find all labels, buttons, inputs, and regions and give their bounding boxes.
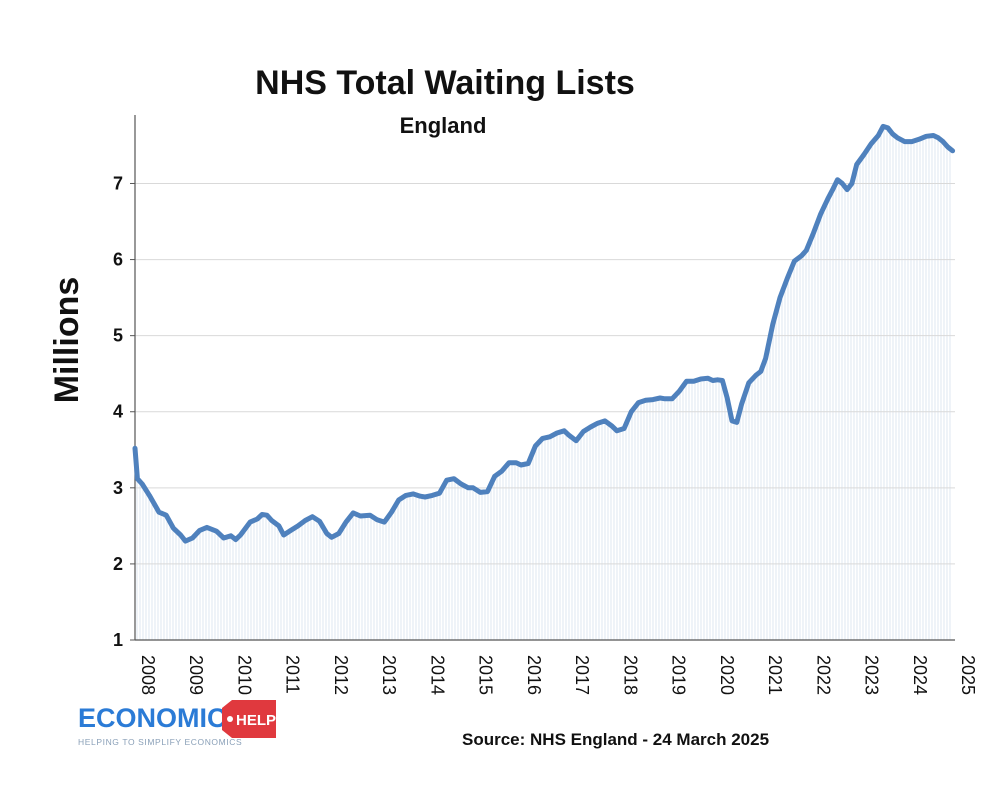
y-tick-label: 3 [113, 478, 123, 498]
x-tick-label: 2011 [283, 655, 303, 694]
x-tick-label: 2014 [427, 655, 447, 695]
logo-tagline: HELPING TO SIMPLIFY ECONOMICS [78, 737, 242, 747]
logo-tag-word: HELP [236, 712, 276, 729]
x-tick-label: 2020 [717, 655, 737, 695]
x-tick-label: 2021 [765, 655, 785, 695]
y-tick-label: 6 [113, 250, 123, 270]
y-tick-label: 2 [113, 554, 123, 574]
area-hatching [136, 126, 951, 640]
y-tick-label: 5 [113, 326, 123, 346]
logo-tag-shape [222, 700, 276, 738]
x-tick-label: 2015 [476, 655, 496, 695]
y-tick-label: 1 [113, 630, 123, 650]
chart-title: NHS Total Waiting Lists [255, 64, 635, 102]
x-tick-label: 2023 [862, 655, 882, 695]
y-tick-label: 4 [113, 402, 123, 422]
x-tick-label: 2019 [669, 655, 689, 695]
series-line [132, 123, 956, 544]
y-tick-label: 7 [113, 173, 123, 193]
logo-wordmark: ECONOMICS [78, 703, 245, 733]
x-tick-label: 2018 [620, 655, 640, 695]
y-axis-label: Millions [48, 277, 86, 404]
axes [130, 115, 955, 641]
x-tick-label: 2025 [958, 655, 978, 695]
gridlines [135, 182, 955, 565]
economics-help-logo: ECONOMICS HELP HELPING TO SIMPLIFY ECONO… [78, 700, 276, 747]
x-tick-label: 2016 [524, 655, 544, 695]
x-tick-labels: 2008 2009 2010 2011 2012 2013 2014 2015 2016 2017… [138, 655, 978, 695]
y-tick-labels: 1 2 3 4 5 6 7 [113, 173, 123, 650]
logo-tag-hole-icon [227, 716, 233, 722]
x-tick-label: 2008 [138, 655, 158, 695]
x-tick-label: 2010 [234, 655, 254, 695]
x-tick-label: 2012 [331, 655, 351, 695]
x-tick-label: 2022 [813, 655, 833, 695]
series-line-layer [132, 123, 956, 544]
chart-subtitle: England [400, 113, 487, 138]
x-tick-label: 2024 [910, 655, 930, 695]
x-tick-label: 2017 [572, 655, 592, 695]
source-note: Source: NHS England - 24 March 2025 [462, 730, 769, 749]
x-tick-label: 2009 [186, 655, 206, 695]
x-tick-label: 2013 [379, 655, 399, 695]
